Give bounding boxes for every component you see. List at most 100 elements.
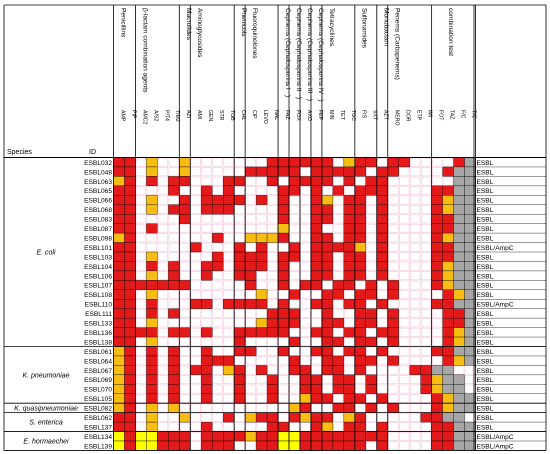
susceptible-cell — [256, 375, 267, 385]
susceptible-cell — [333, 394, 344, 403]
susceptible-cell — [190, 205, 201, 214]
drug-class-label: Tetracyclines — [328, 8, 335, 47]
result-cell — [288, 242, 301, 253]
susceptible-cell — [135, 271, 147, 281]
result-cell — [442, 440, 454, 451]
result-cell — [124, 289, 136, 300]
susceptible-cell — [157, 327, 169, 337]
result-cell — [244, 346, 257, 357]
susceptible-cell — [267, 223, 278, 233]
susceptible-cell — [388, 346, 399, 356]
susceptible-cell — [223, 214, 234, 224]
result-cell — [442, 412, 454, 423]
result-cell — [233, 365, 246, 376]
result-cell — [201, 204, 213, 215]
susceptible-cell — [420, 223, 432, 233]
susceptible-cell — [300, 299, 311, 309]
result-cell — [431, 185, 443, 196]
result-cell — [113, 327, 125, 338]
result-cell — [442, 374, 454, 385]
susceptible-cell — [355, 403, 366, 413]
susceptible-cell — [223, 403, 234, 413]
susceptible-cell — [168, 412, 180, 422]
susceptible-cell — [399, 327, 410, 337]
result-cell — [266, 317, 279, 328]
susceptible-cell — [157, 214, 169, 224]
drug-abbrev-label: GEN — [207, 110, 213, 121]
susceptible-cell — [223, 290, 234, 299]
susceptible-cell — [322, 375, 333, 385]
result-cell — [244, 251, 257, 262]
result-cell — [453, 384, 465, 394]
result-cell — [442, 195, 454, 205]
result-cell — [146, 412, 158, 423]
drug-abbrev-label: NAL — [273, 110, 279, 120]
result-cell — [431, 299, 443, 309]
susceptible-cell — [377, 365, 388, 375]
susceptible-cell — [234, 167, 245, 177]
susceptible-cell — [190, 186, 201, 195]
susceptible-cell — [212, 412, 223, 422]
result-cell — [310, 232, 323, 243]
result-cell — [299, 403, 312, 413]
result-cell — [113, 346, 125, 357]
result-cell — [113, 421, 125, 432]
susceptible-cell — [157, 337, 169, 347]
susceptible-cell — [333, 233, 344, 243]
row-id-label: ESBL138 — [84, 339, 112, 346]
result-cell — [124, 308, 136, 319]
species-label: S. enterica — [29, 420, 63, 427]
result-cell — [277, 346, 290, 357]
susceptible-cell — [135, 356, 147, 366]
susceptible-cell — [399, 195, 410, 205]
result-cell — [113, 374, 125, 385]
susceptible-cell — [420, 299, 432, 309]
result-cell — [387, 308, 399, 319]
susceptible-cell — [190, 412, 201, 422]
susceptible-cell — [245, 356, 256, 366]
result-cell — [442, 261, 454, 272]
result-cell — [332, 317, 345, 328]
result-cell — [431, 365, 443, 376]
result-cell — [168, 355, 180, 366]
susceptible-cell — [300, 356, 311, 366]
result-cell — [321, 440, 334, 451]
result-cell — [201, 365, 213, 376]
row-id-label: ESBL101 — [84, 245, 112, 252]
susceptible-cell — [333, 195, 344, 205]
susceptible-cell — [223, 157, 234, 167]
susceptible-cell — [223, 308, 234, 318]
susceptible-cell — [135, 290, 147, 299]
susceptible-cell — [333, 176, 344, 186]
result-cell — [124, 232, 136, 243]
result-cell — [365, 176, 377, 187]
susceptible-cell — [201, 233, 212, 243]
susceptible-cell — [135, 308, 147, 318]
result-cell — [453, 214, 465, 224]
result-cell — [233, 176, 246, 187]
result-cell — [277, 317, 290, 328]
result-cell — [244, 431, 257, 442]
result-cell — [387, 403, 399, 413]
susceptible-cell — [388, 205, 399, 214]
result-cell — [266, 157, 279, 168]
result-cell — [223, 440, 235, 451]
susceptible-cell — [223, 337, 234, 347]
result-cell — [299, 431, 312, 442]
susceptible-cell — [245, 384, 256, 394]
susceptible-cell — [157, 422, 169, 432]
susceptible-cell — [289, 422, 300, 432]
result-cell — [332, 384, 345, 394]
result-cell — [113, 317, 125, 328]
susceptible-cell — [409, 223, 421, 233]
drug-abbrev-label: TIM2 — [174, 110, 180, 122]
susceptible-cell — [409, 337, 421, 347]
species-label: E. hormaechei — [23, 439, 69, 446]
result-cell — [113, 355, 125, 366]
susceptible-cell — [135, 252, 147, 262]
result-cell — [365, 280, 377, 290]
susceptible-cell — [201, 318, 212, 328]
susceptible-cell — [366, 223, 377, 233]
susceptible-cell — [212, 186, 223, 195]
result-cell — [168, 261, 180, 272]
